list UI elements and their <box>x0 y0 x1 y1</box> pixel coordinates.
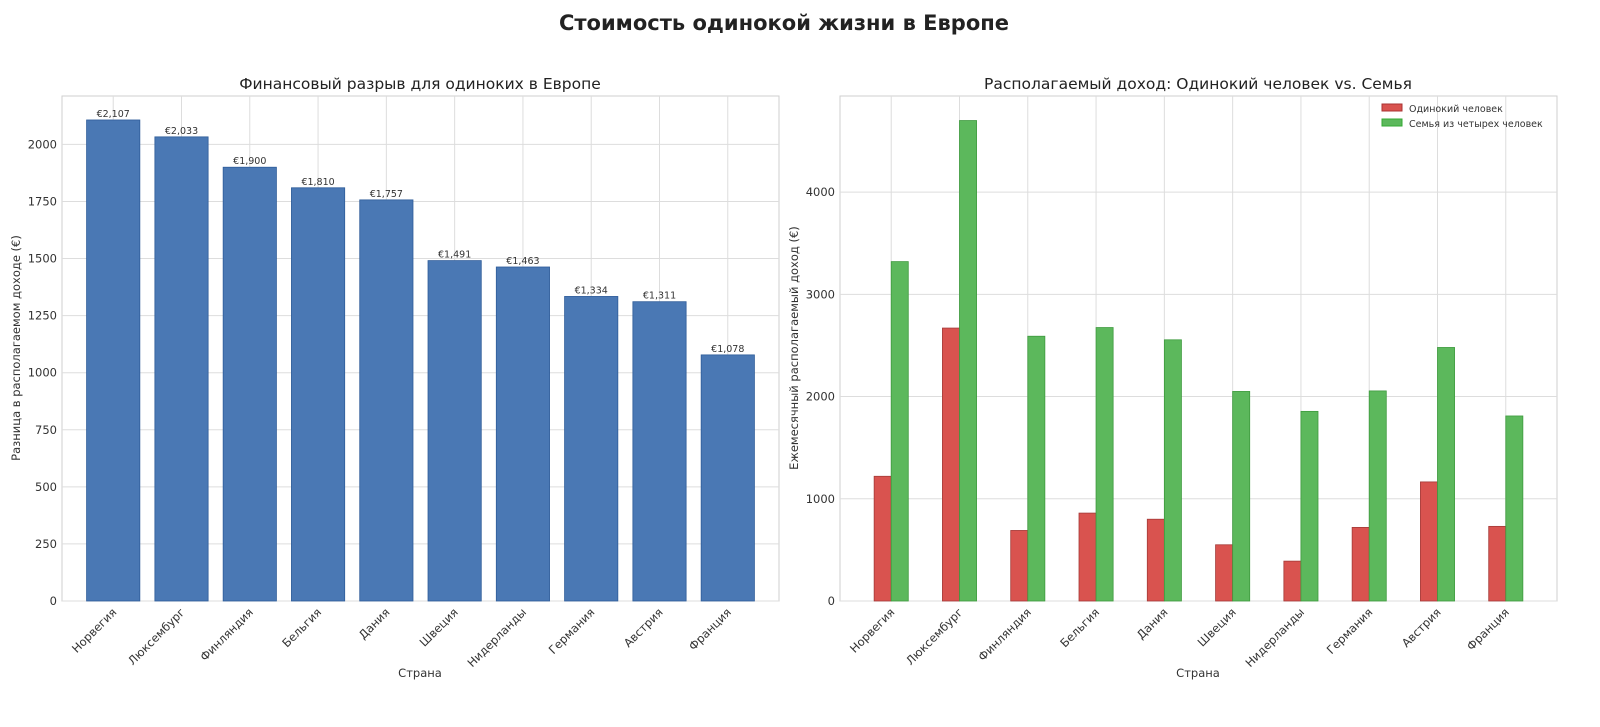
gap-chart-data-label: €2,107 <box>97 109 130 120</box>
income-chart-x-tick-label: Нидерланды <box>1242 605 1307 670</box>
gap-chart-bar <box>427 260 482 602</box>
income-chart-x-tick-label: Финляндия <box>975 605 1034 664</box>
gap-chart-y-tick-label: 500 <box>35 480 57 494</box>
income-chart-x-tick-label: Швеция <box>1195 605 1239 649</box>
gap-chart-title: Финансовый разрыв для одиноких в Европе <box>239 75 601 93</box>
income-chart-bar-series-0 <box>1351 526 1370 602</box>
income-chart-x-ticks: Норвегия Люксембург Финляндия Бельгия Дания Ш… <box>847 605 1512 670</box>
income-chart-legend: Одинокий человек Семья из четырех челове… <box>1381 103 1543 130</box>
gap-chart-x-tick-label: Нидерланды <box>464 605 529 670</box>
gap-chart-bars: €2,107 €2,033 €1,900 €1,810 €1,757 €1,491 €1,4… <box>86 109 755 602</box>
income-chart-bar-series-1 <box>1232 391 1251 602</box>
gap-chart-x-tick-label: Бельгия <box>279 605 324 650</box>
income-chart-bar-series-1 <box>1027 335 1046 602</box>
gap-chart-y-tick-label: 750 <box>35 423 57 437</box>
gap-chart-x-tick-label: Австрия <box>621 605 666 650</box>
income-chart-y-tick-label: 0 <box>828 594 835 608</box>
gap-chart-y-tick-label: 250 <box>35 537 57 551</box>
gap-chart-x-tick-label: Швеция <box>417 605 461 649</box>
gap-chart-bar <box>495 266 550 602</box>
gap-chart-data-label: €1,311 <box>643 291 676 302</box>
income-chart-bar-series-1 <box>1505 415 1524 602</box>
gap-chart-x-tick-label: Люксембург <box>125 605 188 668</box>
income-chart-x-tick-label: Люксембург <box>903 605 966 668</box>
income-chart-bar-series-0 <box>1010 530 1029 602</box>
gap-chart-x-axis-label: Страна <box>398 666 442 680</box>
gap-chart-bar <box>291 187 346 602</box>
income-chart-bar-series-0 <box>1146 518 1165 602</box>
income-chart-bar-series-0 <box>873 475 892 602</box>
gap-chart-y-tick-label: 1000 <box>28 366 57 380</box>
income-chart-bar-series-1 <box>1095 327 1114 602</box>
gap-chart-y-tick-label: 1750 <box>28 194 57 208</box>
income-chart-bar-series-1 <box>890 261 909 602</box>
income-chart-bar-series-0 <box>1078 512 1097 602</box>
income-chart-bars <box>873 120 1524 602</box>
gap-chart-data-label: €1,757 <box>370 189 403 200</box>
legend-label-family: Семья из четырех человек <box>1409 119 1543 130</box>
gap-chart-data-label: €1,810 <box>301 177 334 188</box>
gap-chart-y-tick-label: 1500 <box>28 252 57 266</box>
gap-chart-data-label: €1,078 <box>711 344 744 355</box>
gap-chart-bar <box>564 296 619 602</box>
gap-chart-y-tick-label: 2000 <box>28 137 57 151</box>
income-chart-x-tick-label: Норвегия <box>847 605 897 655</box>
figure-title: Стоимость одинокой жизни в Европе <box>559 11 1009 35</box>
income-chart-x-axis-label: Страна <box>1176 666 1220 680</box>
gap-chart-y-ticks: 0 250 500 750 1000 1250 1500 1750 2000 <box>28 137 57 608</box>
gap-chart-data-label: €1,900 <box>233 156 266 167</box>
income-chart-y-tick-label: 3000 <box>806 287 835 301</box>
income-chart-bar-series-0 <box>1283 560 1302 602</box>
legend-swatch-single <box>1381 103 1403 112</box>
income-chart-bar-series-0 <box>1215 544 1234 602</box>
gap-chart-data-label: €1,334 <box>575 285 608 296</box>
income-chart-x-tick-label: Австрия <box>1399 605 1444 650</box>
income-chart-y-axis-label: Ежемесячный располагаемый доход (€) <box>787 226 801 470</box>
gap-chart-x-tick-label: Финляндия <box>197 605 256 664</box>
income-chart-bar-series-1 <box>959 120 977 602</box>
gap-chart-bar <box>154 136 209 602</box>
income-chart-y-tick-label: 1000 <box>806 492 835 506</box>
income-chart-bar-series-0 <box>1420 481 1438 602</box>
legend-label-single: Одинокий человек <box>1409 104 1503 115</box>
income-chart-bar-series-1 <box>1368 390 1387 602</box>
income-chart-y-tick-label: 4000 <box>806 185 835 199</box>
gap-chart-bar <box>700 354 755 602</box>
income-chart: Норвегия Люксембург Финляндия Бельгия Дания Ш… <box>787 75 1558 680</box>
gap-chart-y-tick-label: 0 <box>50 594 57 608</box>
gap-chart-x-tick-label: Норвегия <box>69 605 119 655</box>
income-chart-bar-series-1 <box>1163 339 1182 602</box>
income-chart-y-ticks: 0 1000 2000 3000 4000 <box>806 185 835 608</box>
gap-chart-x-tick-label: Дания <box>356 605 393 642</box>
gap-chart-bar <box>222 166 277 602</box>
income-chart-y-tick-label: 2000 <box>806 390 835 404</box>
income-chart-bar-series-1 <box>1300 410 1319 602</box>
gap-chart-bar <box>86 119 141 602</box>
gap-chart-x-tick-label: Германия <box>546 605 598 657</box>
income-chart-bar-series-0 <box>1488 525 1507 602</box>
gap-chart-bar <box>359 199 414 602</box>
gap-chart-data-label: €1,463 <box>506 256 539 267</box>
gap-chart-x-tick-label: Франция <box>686 605 734 653</box>
income-chart-bar-series-1 <box>1437 347 1455 602</box>
income-chart-title: Располагаемый доход: Одинокий человек vs… <box>984 75 1412 93</box>
income-chart-x-tick-label: Дания <box>1134 605 1171 642</box>
income-chart-bar-series-0 <box>942 327 960 602</box>
gap-chart: €2,107 €2,033 €1,900 €1,810 €1,757 €1,491 €1,4… <box>9 75 780 680</box>
gap-chart-data-label: €1,491 <box>438 250 471 261</box>
legend-swatch-family <box>1381 118 1403 127</box>
gap-chart-data-label: €2,033 <box>165 126 198 137</box>
income-chart-x-tick-label: Бельгия <box>1057 605 1102 650</box>
gap-chart-bar <box>632 301 687 602</box>
income-chart-x-tick-label: Германия <box>1324 605 1376 657</box>
gap-chart-y-tick-label: 1250 <box>28 309 57 323</box>
income-chart-x-tick-label: Франция <box>1464 605 1512 653</box>
gap-chart-y-axis-label: Разница в располагаемом доходе (€) <box>9 235 23 461</box>
gap-chart-x-ticks: Норвегия Люксембург Финляндия Бельгия Дания Ш… <box>69 605 734 670</box>
